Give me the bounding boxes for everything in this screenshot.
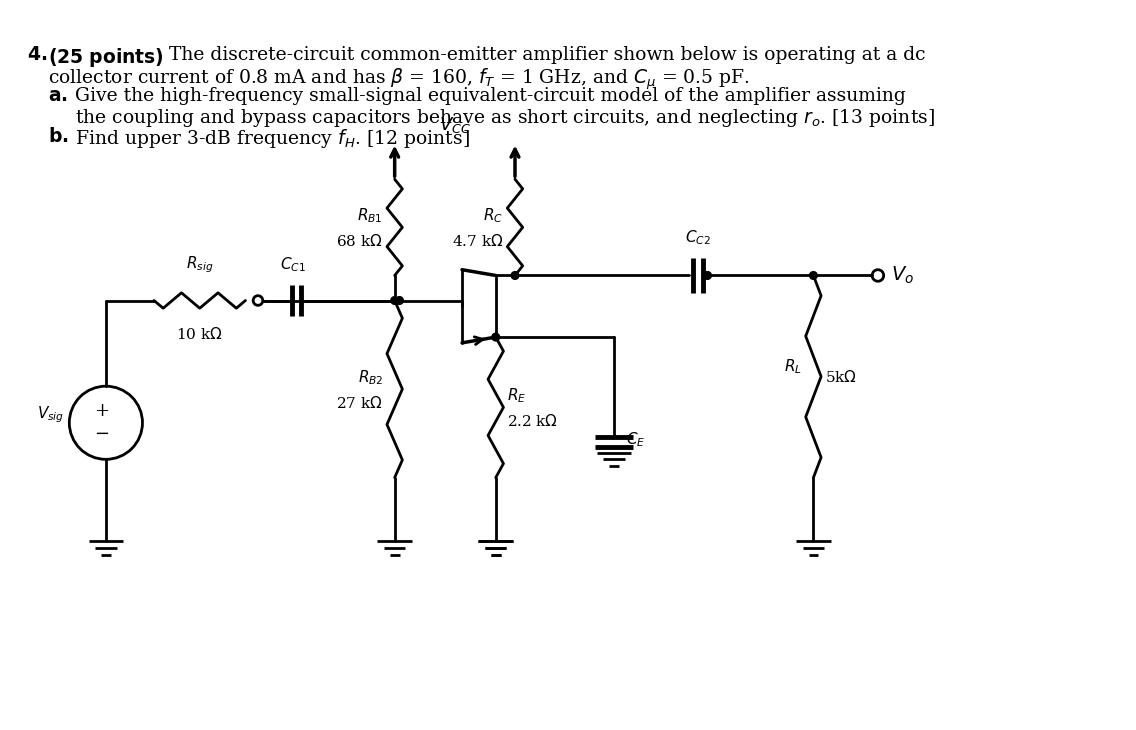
Text: $R_C$: $R_C$: [484, 207, 503, 225]
Text: 27 k$\Omega$: 27 k$\Omega$: [336, 394, 383, 410]
Text: −: −: [94, 426, 109, 443]
Text: 2.2 k$\Omega$: 2.2 k$\Omega$: [508, 413, 559, 429]
Circle shape: [492, 333, 500, 341]
Text: the coupling and bypass capacitors behave as short circuits, and neglecting $r_o: the coupling and bypass capacitors behav…: [75, 107, 935, 129]
Text: $V_{CC}$: $V_{CC}$: [438, 115, 470, 135]
Text: $\mathbf{(25\ points)}$: $\mathbf{(25\ points)}$: [48, 47, 164, 69]
Text: $C_E$: $C_E$: [626, 431, 645, 450]
Text: $R_{B2}$: $R_{B2}$: [358, 368, 383, 387]
Text: $R_{B1}$: $R_{B1}$: [358, 207, 383, 225]
Text: $R_E$: $R_E$: [508, 386, 527, 405]
Text: $C_{C2}$: $C_{C2}$: [685, 228, 711, 247]
Text: Give the high-frequency small-signal equivalent-circuit model of the amplifier a: Give the high-frequency small-signal equ…: [75, 87, 905, 105]
Text: 4.7 k$\Omega$: 4.7 k$\Omega$: [452, 233, 503, 249]
Text: 5k$\Omega$: 5k$\Omega$: [825, 369, 857, 385]
Circle shape: [391, 296, 399, 304]
Circle shape: [511, 272, 519, 280]
Circle shape: [395, 296, 403, 304]
Text: $\mathbf{b.}$: $\mathbf{b.}$: [48, 127, 68, 146]
Text: $V_{sig}$: $V_{sig}$: [37, 404, 65, 426]
Text: $R_{sig}$: $R_{sig}$: [186, 255, 214, 275]
Text: $C_{C1}$: $C_{C1}$: [279, 255, 306, 274]
Text: $\mathbf{a.}$: $\mathbf{a.}$: [48, 87, 68, 105]
Text: 68 k$\Omega$: 68 k$\Omega$: [336, 233, 383, 249]
Text: The discrete-circuit common-emitter amplifier shown below is operating at a dc: The discrete-circuit common-emitter ampl…: [169, 47, 926, 64]
Text: 10 k$\Omega$: 10 k$\Omega$: [176, 326, 223, 342]
Text: $R_L$: $R_L$: [784, 358, 802, 376]
Text: Find upper 3-dB frequency $f_H$. [12 points]: Find upper 3-dB frequency $f_H$. [12 poi…: [75, 127, 470, 150]
Text: collector current of 0.8 mA and has $\beta$ = 160, $f_T$ = 1 GHz, and $C_\mu$ = : collector current of 0.8 mA and has $\be…: [48, 66, 750, 92]
Text: $V_o$: $V_o$: [892, 265, 914, 286]
Text: +: +: [94, 402, 109, 420]
Text: $\mathbf{4.}$: $\mathbf{4.}$: [27, 47, 47, 64]
Circle shape: [703, 272, 711, 280]
Circle shape: [810, 272, 817, 280]
